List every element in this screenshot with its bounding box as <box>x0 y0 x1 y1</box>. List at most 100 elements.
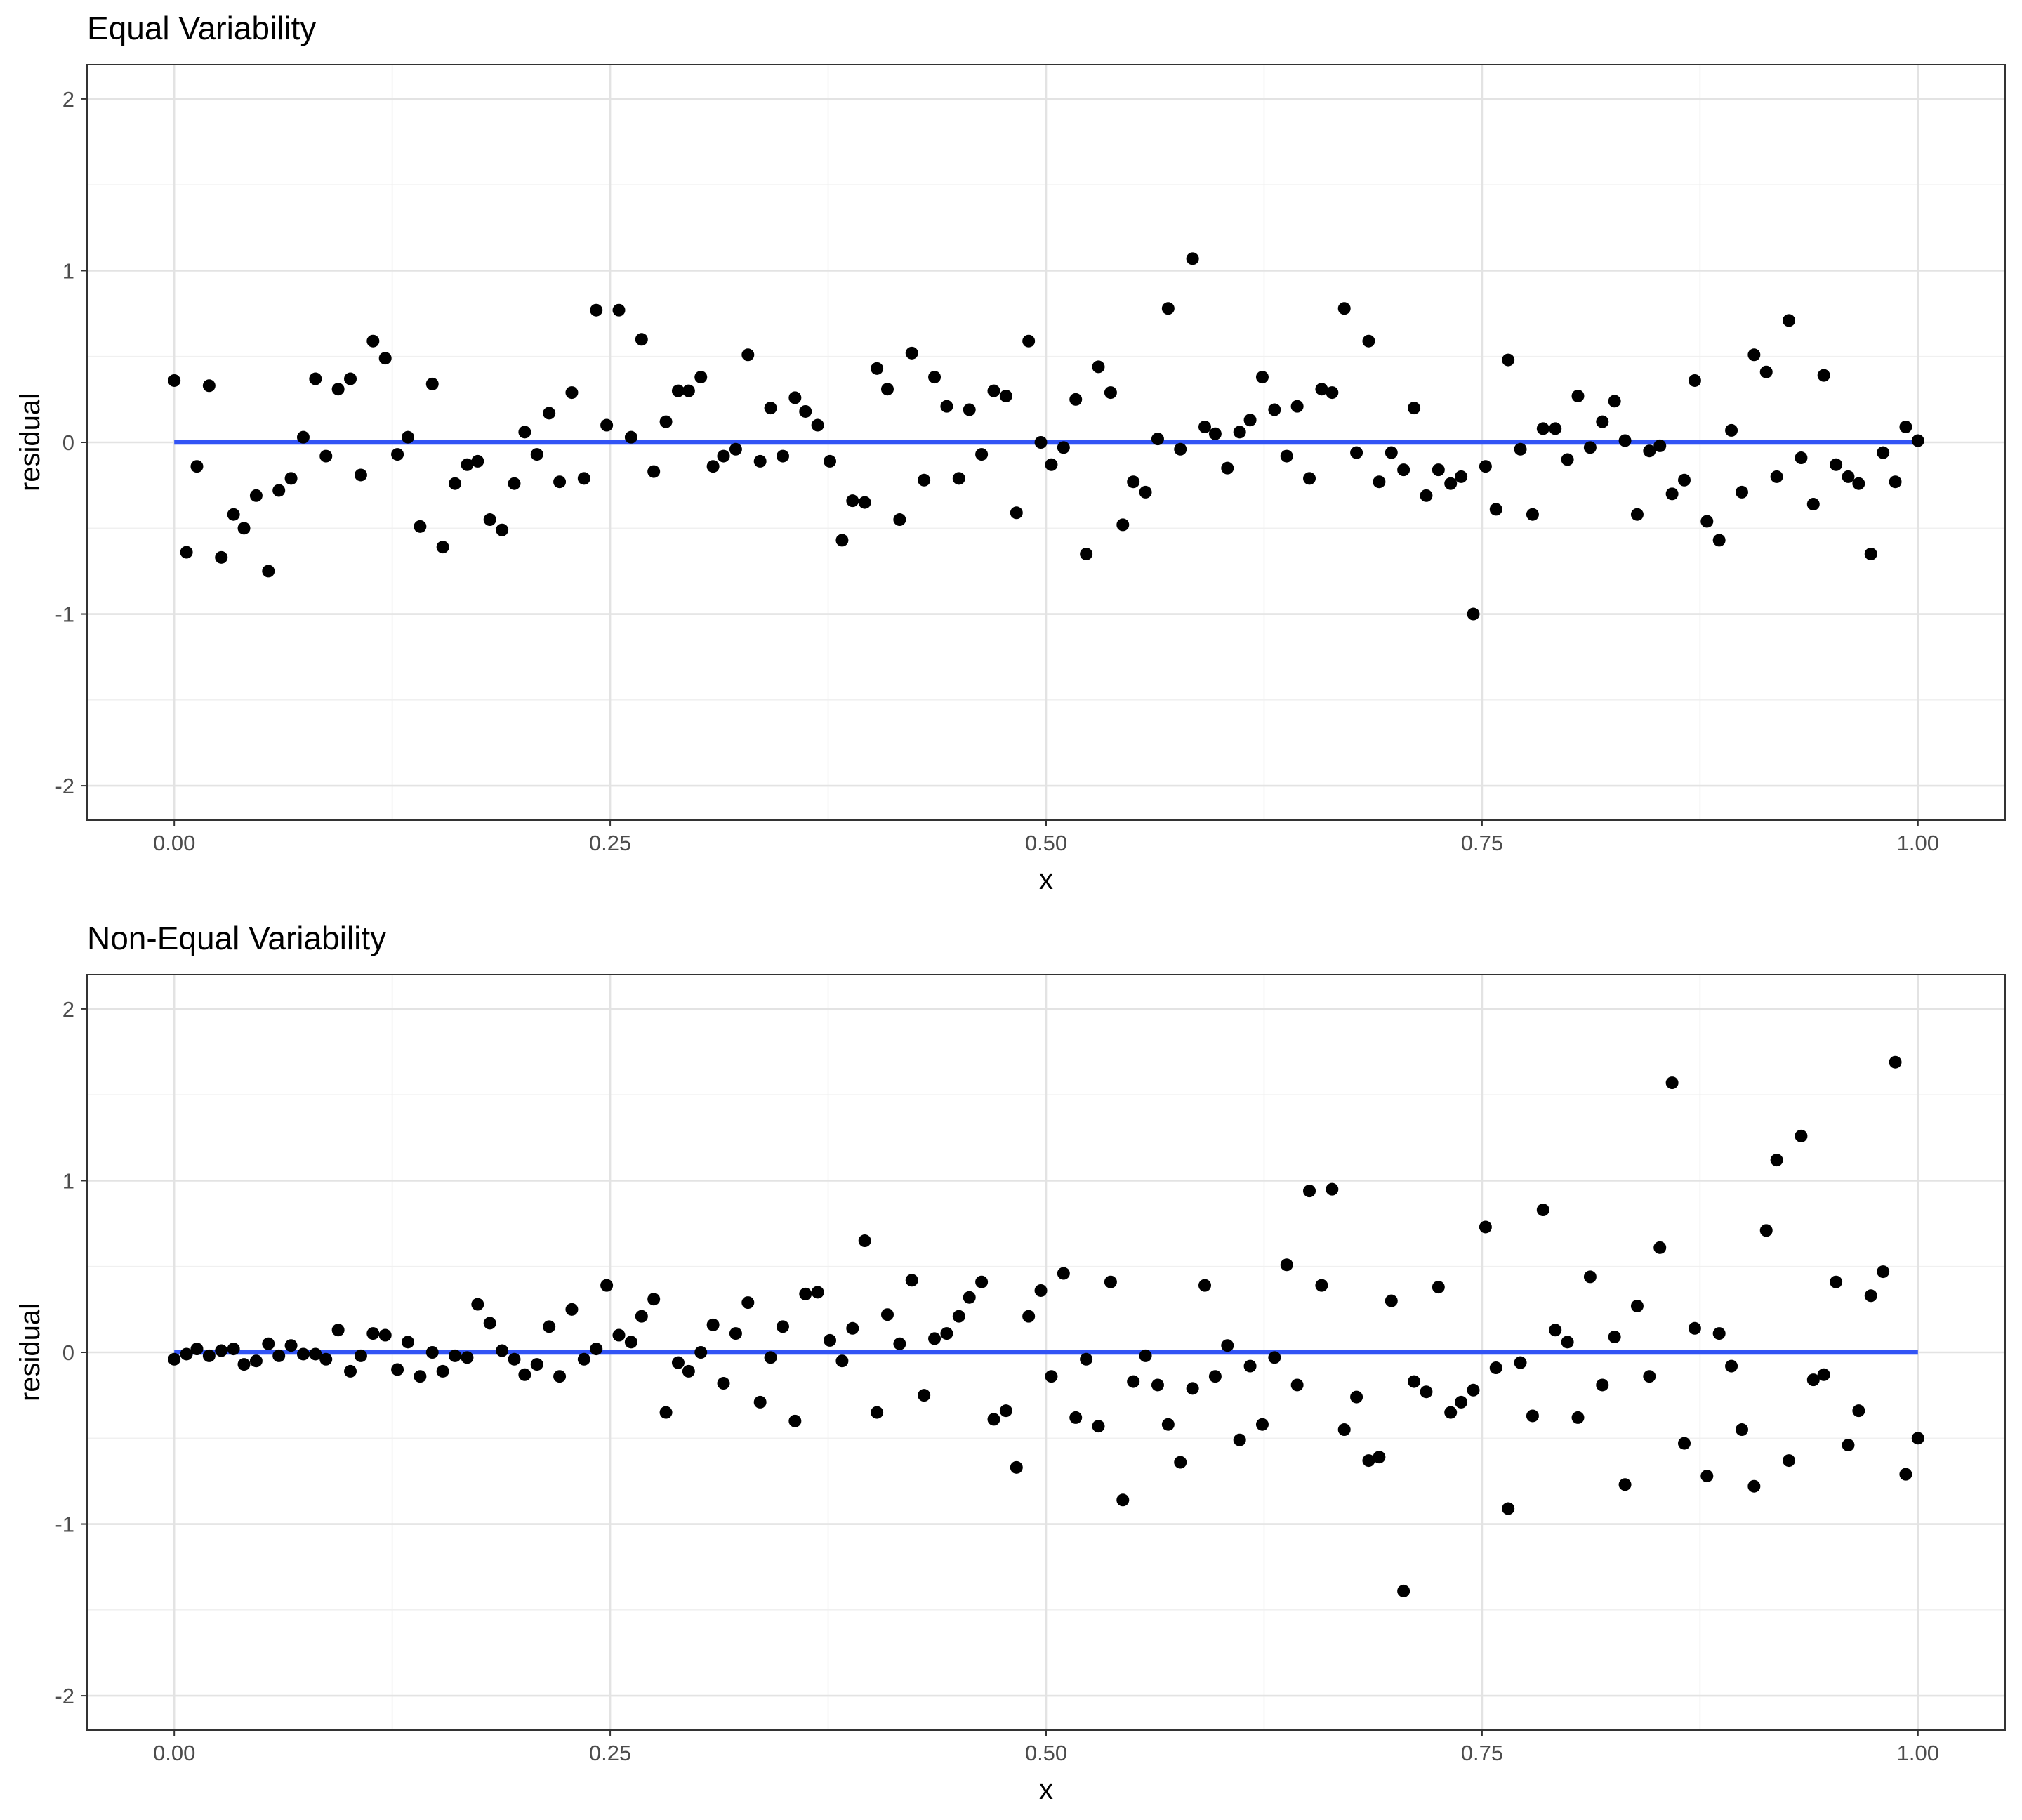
y-axis-title: residual <box>15 393 46 492</box>
x-tick-label: 1.00 <box>1897 1741 1939 1765</box>
data-point <box>647 1293 661 1306</box>
data-point <box>461 458 474 471</box>
data-point <box>577 1352 590 1366</box>
data-point <box>918 1389 931 1402</box>
data-point <box>366 1327 380 1340</box>
data-point <box>215 550 228 564</box>
data-point <box>1092 1420 1105 1433</box>
data-point <box>624 430 637 444</box>
data-point <box>1489 503 1502 516</box>
data-point <box>764 1351 777 1364</box>
data-point <box>694 371 708 384</box>
data-point <box>1842 1439 1855 1452</box>
data-point <box>1759 1224 1773 1237</box>
data-point <box>262 565 275 578</box>
data-point <box>272 484 286 497</box>
data-point <box>671 384 685 397</box>
data-point <box>1408 1375 1421 1388</box>
data-point <box>1385 1294 1398 1307</box>
data-point <box>1268 1351 1281 1364</box>
data-point <box>1208 1370 1222 1383</box>
data-point <box>1549 1324 1562 1337</box>
data-point <box>682 1364 695 1378</box>
data-point <box>1735 485 1748 499</box>
data-point <box>659 415 673 428</box>
x-tick-label: 0.50 <box>1025 1741 1067 1765</box>
data-point <box>1643 444 1656 458</box>
data-point <box>296 1347 310 1361</box>
data-point <box>1688 374 1701 387</box>
data-point <box>284 472 298 485</box>
data-point <box>1911 1432 1924 1445</box>
data-point <box>858 496 871 509</box>
data-point <box>1243 1359 1257 1373</box>
data-point <box>835 534 849 547</box>
data-point <box>1725 1359 1738 1373</box>
data-point <box>1233 426 1246 439</box>
data-point <box>436 541 449 554</box>
data-point <box>788 391 802 404</box>
data-point <box>1618 434 1632 447</box>
data-point <box>1280 449 1293 463</box>
data-point <box>963 403 976 416</box>
data-point <box>600 1279 614 1292</box>
data-point <box>530 1358 543 1371</box>
data-point <box>378 352 392 365</box>
data-point <box>1350 446 1363 459</box>
data-point <box>1455 1395 1468 1409</box>
data-point <box>378 1328 392 1342</box>
data-point <box>272 1349 286 1362</box>
data-point <box>741 1296 755 1310</box>
data-point <box>391 448 404 461</box>
data-point <box>1034 1284 1048 1297</box>
data-point <box>1186 252 1199 265</box>
data-point <box>975 1275 989 1288</box>
data-point <box>999 1404 1012 1418</box>
data-point <box>354 468 367 482</box>
x-axis-title: x <box>1039 864 1053 895</box>
data-point <box>799 1287 812 1300</box>
data-point <box>309 372 322 385</box>
data-point <box>1712 534 1726 547</box>
data-point <box>600 418 614 432</box>
data-point <box>227 1343 240 1356</box>
data-point <box>612 303 626 317</box>
data-point <box>1653 1241 1667 1254</box>
data-point <box>1326 1182 1339 1196</box>
data-point <box>202 1349 216 1362</box>
data-point <box>1104 1275 1117 1288</box>
data-point <box>436 1364 449 1378</box>
chart-panel-equal-variability: 0.00 0.25 0.50 0.75 1.00 -2 -1 0 1 2 Equal Variabi… <box>15 10 2006 895</box>
data-point <box>1700 515 1714 528</box>
data-point <box>518 426 531 439</box>
data-point <box>1337 302 1351 315</box>
data-point <box>1583 441 1597 454</box>
data-point <box>1842 470 1855 483</box>
data-point <box>871 1406 884 1419</box>
data-point <box>590 303 603 317</box>
data-point <box>1268 403 1281 416</box>
data-point <box>1549 422 1562 435</box>
data-point <box>1747 1479 1761 1493</box>
data-point <box>1747 348 1761 362</box>
data-point <box>1678 473 1691 487</box>
data-point <box>811 1286 824 1299</box>
data-point <box>659 1406 673 1419</box>
data-point <box>319 449 333 463</box>
data-point <box>237 1358 251 1371</box>
data-point <box>1630 508 1644 521</box>
data-point <box>366 334 380 348</box>
data-point <box>1290 1378 1304 1392</box>
data-point <box>1198 1279 1212 1292</box>
data-point <box>391 1363 404 1376</box>
data-point <box>635 1310 648 1323</box>
data-point <box>729 442 742 456</box>
data-point <box>940 400 953 413</box>
data-point <box>1899 420 1912 433</box>
data-point <box>753 1395 767 1409</box>
data-point <box>1817 1368 1830 1381</box>
data-point <box>1373 475 1386 489</box>
data-point <box>1139 1349 1152 1362</box>
data-point <box>1688 1321 1701 1335</box>
data-point <box>1596 415 1609 428</box>
